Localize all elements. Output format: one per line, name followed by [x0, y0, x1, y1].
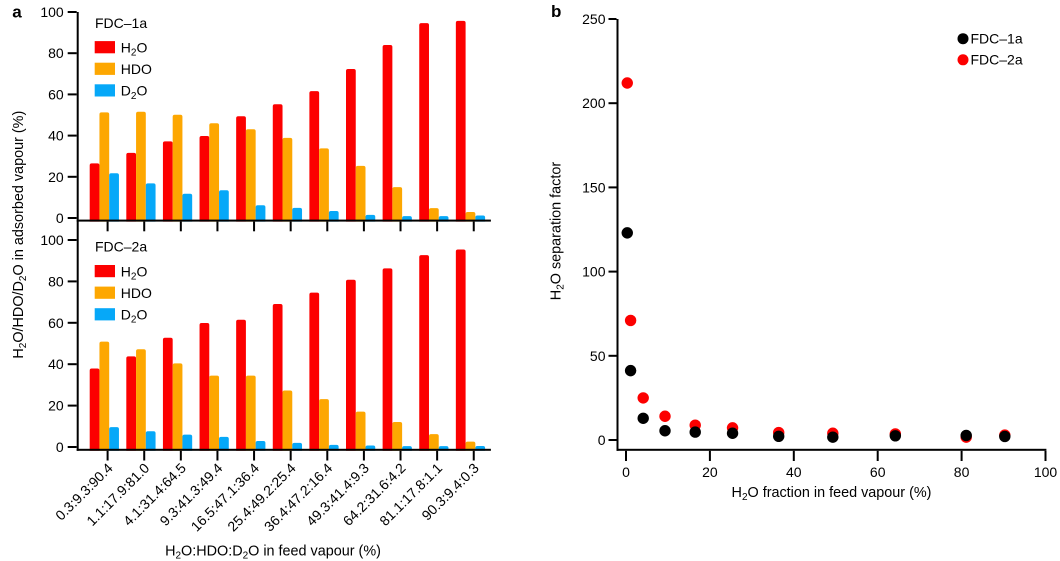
svg-text:H2O fraction in feed vapour (%: H2O fraction in feed vapour (%)	[732, 485, 932, 503]
svg-text:0: 0	[56, 210, 64, 226]
svg-text:60: 60	[48, 315, 64, 331]
svg-text:20: 20	[48, 398, 64, 414]
svg-text:FDC–2a: FDC–2a	[971, 51, 1023, 67]
svg-text:FDC–2a: FDC–2a	[95, 239, 147, 255]
svg-text:D2O: D2O	[121, 307, 148, 326]
svg-text:40: 40	[48, 356, 64, 372]
svg-text:20: 20	[702, 464, 718, 480]
svg-text:FDC–1a: FDC–1a	[971, 30, 1023, 46]
svg-text:H2O: H2O	[121, 39, 148, 58]
svg-text:0: 0	[622, 464, 630, 480]
svg-text:50: 50	[590, 348, 606, 364]
svg-text:100: 100	[1034, 464, 1058, 480]
svg-text:80: 80	[954, 464, 970, 480]
svg-text:40: 40	[786, 464, 802, 480]
svg-text:b: b	[551, 2, 561, 21]
svg-text:FDC–1a: FDC–1a	[95, 15, 147, 31]
svg-text:80: 80	[48, 273, 64, 289]
svg-text:20: 20	[48, 169, 64, 185]
svg-text:0: 0	[598, 432, 606, 448]
svg-text:60: 60	[48, 86, 64, 102]
svg-text:H2O/HDO/D2O in adsorbed vapour: H2O/HDO/D2O in adsorbed vapour (%)	[11, 111, 29, 359]
svg-text:150: 150	[582, 179, 606, 195]
svg-text:a: a	[12, 3, 22, 22]
svg-text:D2O: D2O	[121, 83, 148, 102]
svg-text:60: 60	[870, 464, 886, 480]
svg-text:HDO: HDO	[121, 61, 152, 77]
svg-text:HDO: HDO	[121, 285, 152, 301]
svg-text:H2O: H2O	[121, 263, 148, 282]
svg-text:H2O:HDO:D2O in feed vapour (%): H2O:HDO:D2O in feed vapour (%)	[165, 543, 381, 561]
svg-text:100: 100	[582, 264, 606, 280]
svg-text:40: 40	[48, 128, 64, 144]
svg-text:0: 0	[56, 439, 64, 455]
svg-text:80: 80	[48, 45, 64, 61]
svg-text:250: 250	[582, 11, 606, 27]
svg-text:100: 100	[40, 232, 64, 248]
svg-text:200: 200	[582, 95, 606, 111]
svg-text:100: 100	[40, 4, 64, 20]
svg-text:H2O separation factor: H2O separation factor	[548, 162, 566, 301]
